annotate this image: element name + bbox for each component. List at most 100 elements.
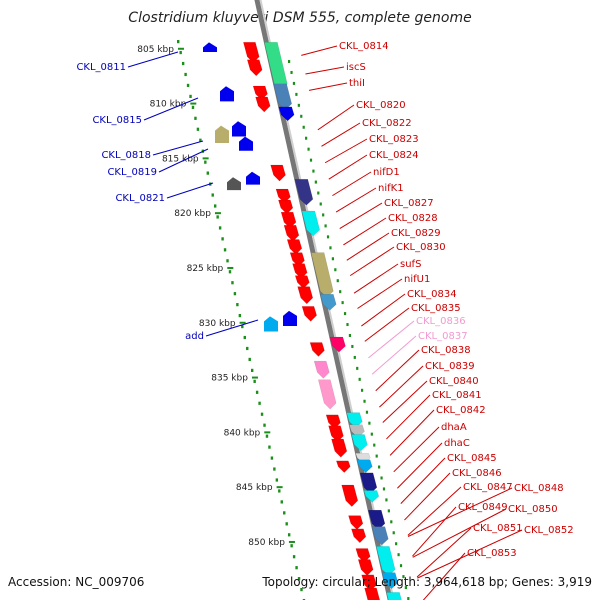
outer-tick [360, 388, 364, 392]
outer-tick [387, 509, 390, 513]
forward-gene-label[interactable]: CKL_0849 [458, 502, 508, 513]
forward-gene-label[interactable]: nifK1 [378, 183, 404, 194]
genome-info-text: Topology: circular; Length: 3,964,618 bp… [261, 575, 592, 589]
forward-gene-label[interactable]: CKL_0838 [421, 345, 471, 356]
scale-tick [255, 390, 259, 394]
forward-gene-label[interactable]: CKL_0835 [411, 303, 461, 314]
gene-leader-line [343, 217, 387, 246]
forward-gene-label[interactable]: CKL_0830 [396, 242, 446, 253]
forward-gene-label[interactable]: CKL_0850 [508, 504, 558, 515]
scale-label: 835 kbp [211, 374, 248, 384]
outer-tick [331, 257, 334, 261]
scale-tick [177, 40, 180, 44]
forward-gene-label[interactable]: CKL_0852 [524, 525, 574, 536]
forward-gene-label[interactable]: thiI [349, 78, 365, 89]
outer-tick [380, 476, 383, 480]
forward-gene-block [335, 460, 351, 473]
outer-tick [390, 520, 393, 524]
forward-gene-label[interactable]: CKL_0822 [362, 118, 412, 129]
forward-gene-label[interactable]: iscS [346, 62, 366, 73]
scale-tick [196, 127, 200, 131]
gene-leader-line [422, 552, 466, 600]
forward-gene-label[interactable]: CKL_0820 [356, 100, 406, 111]
scale-label: 810 kbp [150, 100, 187, 110]
forward-gene-label[interactable]: CKL_0824 [369, 150, 419, 161]
scale-tick [253, 379, 256, 383]
forward-gene-label[interactable]: CKL_0839 [425, 361, 475, 372]
reverse-gene-label[interactable]: CKL_0818 [101, 150, 151, 161]
outer-tick [368, 421, 371, 425]
gene-leader-line [400, 457, 446, 504]
forward-gene-block [246, 59, 263, 77]
scale-tick [206, 171, 209, 175]
gene-leader-line [301, 45, 338, 56]
forward-gene-label[interactable]: CKL_0837 [418, 331, 468, 342]
gene-leader-line [317, 104, 355, 131]
scale-tick [265, 434, 269, 438]
outer-tick [295, 92, 298, 96]
scale-tick [248, 357, 251, 362]
forward-gene-label[interactable]: sufS [400, 259, 421, 270]
forward-gene-label[interactable]: CKL_0846 [452, 468, 502, 479]
forward-gene-label[interactable]: nifD1 [373, 167, 400, 178]
gene-leader-line [417, 529, 523, 579]
reverse-gene-label[interactable]: CKL_0821 [115, 193, 165, 204]
forward-gene-block [371, 526, 389, 546]
reverse-gene-label[interactable]: CKL_0819 [107, 167, 157, 178]
scale-tick [194, 116, 197, 120]
forward-gene-block [301, 210, 320, 237]
gene-leader-line [389, 409, 435, 456]
forward-gene-label[interactable]: CKL_0814 [339, 41, 389, 52]
outer-tick [324, 224, 327, 228]
forward-gene-block [331, 438, 348, 458]
forward-gene-label[interactable]: dhaA [441, 422, 467, 433]
outer-tick [307, 147, 310, 151]
scale-label: 825 kbp [187, 264, 224, 274]
gene-leader-line [371, 335, 417, 375]
scale-tick [228, 270, 232, 274]
outer-tick [300, 114, 303, 118]
scale-tick [263, 423, 266, 427]
outer-tick [363, 399, 366, 403]
reverse-gene-label[interactable]: CKL_0811 [76, 62, 126, 73]
scale-tick [283, 511, 286, 515]
outer-tick [397, 553, 400, 557]
forward-gene-label[interactable]: CKL_0845 [447, 453, 497, 464]
reverse-gene-label[interactable]: CKL_0815 [92, 115, 142, 126]
scale-tick [241, 324, 244, 329]
scale-label: 845 kbp [236, 483, 273, 493]
forward-gene-label[interactable]: CKL_0829 [391, 228, 441, 239]
forward-gene-label[interactable]: CKL_0828 [388, 213, 438, 224]
forward-gene-label[interactable]: dhaC [444, 438, 470, 449]
outer-tick [351, 344, 354, 348]
outer-tick [399, 564, 403, 568]
forward-gene-label[interactable]: CKL_0827 [384, 198, 434, 209]
gene-leader-line [321, 122, 361, 147]
forward-gene-block [348, 515, 364, 530]
gene-leader-line [404, 472, 451, 521]
forward-gene-block [301, 306, 317, 322]
outer-tick [373, 443, 376, 447]
forward-gene-label[interactable]: CKL_0847 [463, 482, 513, 493]
forward-gene-label[interactable]: CKL_0851 [473, 523, 523, 534]
forward-gene-label[interactable]: CKL_0834 [407, 289, 457, 300]
forward-gene-label[interactable]: CKL_0841 [432, 390, 482, 401]
scale-tick [260, 412, 264, 416]
forward-gene-label[interactable]: CKL_0840 [429, 376, 479, 387]
scale-label: 815 kbp [162, 154, 199, 164]
forward-gene-label[interactable]: CKL_0823 [369, 134, 419, 145]
scale-tick [285, 522, 288, 526]
forward-gene-label[interactable]: CKL_0848 [514, 483, 564, 494]
forward-gene-label[interactable]: CKL_0853 [467, 548, 517, 559]
outer-tick [297, 103, 300, 107]
forward-gene-label[interactable]: CKL_0842 [436, 405, 486, 416]
outer-tick [312, 169, 315, 173]
scale-tick [213, 204, 217, 208]
scale-tick [258, 401, 261, 405]
scale-tick [302, 598, 306, 600]
forward-gene-label[interactable]: CKL_0836 [416, 316, 466, 327]
gene-leader-line [346, 232, 390, 261]
reverse-gene-label[interactable]: add [185, 331, 204, 342]
forward-gene-label[interactable]: nifU1 [404, 274, 430, 285]
outer-tick [392, 531, 395, 535]
